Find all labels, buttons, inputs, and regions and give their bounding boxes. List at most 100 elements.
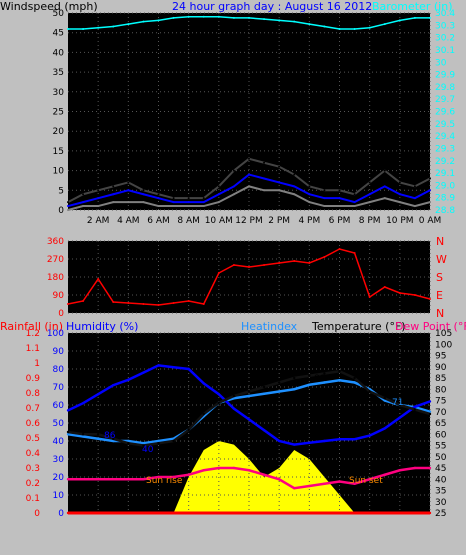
humidity-point bbox=[262, 429, 266, 432]
humidity-point bbox=[323, 439, 326, 443]
dewpoint-point bbox=[112, 478, 115, 481]
temperature-point bbox=[368, 390, 371, 393]
direction-degree-tick: 360 bbox=[47, 237, 64, 247]
wind-blue-point bbox=[278, 181, 281, 184]
barometer-point bbox=[217, 15, 220, 18]
humidity-tick-label: 0 bbox=[58, 509, 64, 519]
top-right-tick-label: 30 bbox=[435, 58, 447, 68]
humidity-point bbox=[398, 416, 402, 419]
temperature-tick-label: 95 bbox=[435, 352, 446, 362]
windspeed-point bbox=[127, 181, 130, 184]
dewpoint-point bbox=[428, 466, 432, 470]
top-right-tick-label: 29.5 bbox=[435, 120, 455, 130]
humidity-tick-label: 80 bbox=[53, 365, 65, 375]
wind-blue-point bbox=[293, 185, 296, 188]
wind-blue-point bbox=[157, 197, 160, 200]
top-left-tick-label: 20 bbox=[53, 127, 65, 137]
heatindex-point bbox=[96, 437, 100, 440]
top-right-tick-label: 29.7 bbox=[435, 95, 455, 105]
barometer-point bbox=[338, 28, 341, 31]
top-left-tick-label: 10 bbox=[53, 167, 65, 177]
top-left-tick-label: 15 bbox=[53, 147, 64, 157]
wind-blue-point bbox=[398, 193, 401, 196]
temperature-tick-label: 45 bbox=[435, 464, 446, 474]
rainfall-point bbox=[202, 511, 205, 515]
rain-tick-label: 0.3 bbox=[26, 464, 40, 474]
rainfall-point bbox=[293, 511, 296, 515]
rainfall-point bbox=[262, 511, 266, 515]
top-x-tick-label: 0 AM bbox=[419, 216, 442, 226]
top-right-tick-label: 29.2 bbox=[435, 157, 455, 167]
windspeed-point bbox=[248, 157, 250, 160]
temperature-point bbox=[66, 430, 70, 434]
wind-blue-point bbox=[97, 197, 100, 200]
humidity-tick-label: 50 bbox=[53, 419, 65, 429]
rainfall-point bbox=[428, 511, 432, 515]
windspeed-point bbox=[429, 177, 431, 180]
wind-blue-point bbox=[127, 189, 130, 192]
rain-tick-label: 0.2 bbox=[26, 479, 40, 489]
rainfall-point bbox=[172, 511, 175, 515]
temperature-point bbox=[157, 442, 160, 445]
wind-blue-point bbox=[338, 197, 341, 200]
rain-tick-label: 0.9 bbox=[26, 374, 41, 384]
wind-direction-point bbox=[353, 252, 356, 254]
wind-direction-point bbox=[142, 303, 145, 305]
wind-gray-point bbox=[217, 201, 220, 204]
wind-gray-point bbox=[383, 197, 386, 200]
top-right-tick-label: 28.9 bbox=[435, 194, 455, 204]
top-left-tick-label: 30 bbox=[53, 88, 65, 98]
dewpoint-high-label: 71 bbox=[392, 398, 403, 408]
wind-blue-point bbox=[308, 193, 311, 196]
humidity-point bbox=[293, 443, 296, 446]
humidity-point bbox=[96, 393, 100, 396]
wind-direction-point bbox=[97, 278, 100, 280]
windspeed-point bbox=[278, 165, 281, 168]
wind-gray-point bbox=[97, 205, 100, 208]
heatindex-point bbox=[293, 388, 296, 391]
direction-degree-tick: 180 bbox=[47, 273, 64, 283]
barometer-point bbox=[293, 20, 296, 23]
temperature-tick-label: 80 bbox=[435, 385, 447, 395]
temperature-point bbox=[323, 372, 326, 375]
wind-direction-point bbox=[278, 262, 281, 264]
wind-gray-point bbox=[127, 201, 130, 204]
sunrise-label: Sun rise bbox=[146, 476, 183, 486]
windspeed-point bbox=[323, 189, 326, 192]
windspeed-point bbox=[232, 169, 235, 172]
barometer-point bbox=[232, 16, 235, 19]
direction-compass-tick: N bbox=[436, 235, 444, 248]
graph-title: 24 hour graph day : August 16 2012 bbox=[172, 0, 372, 13]
temperature-tick-label: 35 bbox=[435, 487, 446, 497]
wind-direction-point bbox=[338, 248, 341, 250]
wind-direction-point bbox=[172, 302, 175, 304]
temperature-point bbox=[202, 412, 205, 416]
heatindex-point bbox=[338, 379, 341, 382]
temperature-tick-label: 50 bbox=[435, 453, 447, 463]
temperature-point bbox=[172, 439, 175, 443]
humidity-tick-label: 60 bbox=[53, 401, 65, 411]
temperature-high-label: 88 bbox=[314, 374, 326, 384]
wind-gray-point bbox=[308, 201, 311, 204]
heatindex-point bbox=[142, 442, 145, 445]
wind-direction-point bbox=[232, 264, 235, 266]
wind-direction-point bbox=[398, 292, 401, 294]
barometer-point bbox=[82, 28, 85, 31]
dewpoint-point bbox=[187, 473, 190, 476]
wind-direction-point bbox=[263, 264, 266, 266]
top-left-tick-label: 40 bbox=[53, 48, 65, 58]
barometer-point bbox=[278, 19, 281, 22]
humidity-tick-label: 10 bbox=[53, 491, 65, 501]
humidity-point bbox=[338, 438, 341, 441]
barometer-point bbox=[383, 23, 386, 26]
windspeed-point bbox=[413, 185, 416, 188]
temperature-label: Temperature (°F) bbox=[311, 320, 406, 333]
dewpoint-point bbox=[247, 469, 251, 472]
dewpoint-point bbox=[368, 478, 371, 481]
rainfall-point bbox=[127, 511, 130, 515]
wind-direction-point bbox=[127, 302, 130, 304]
wind-blue-point bbox=[202, 201, 205, 204]
top-right-tick-label: 29.0 bbox=[435, 181, 455, 191]
humidity-point bbox=[202, 382, 205, 385]
windspeed-point bbox=[172, 197, 175, 200]
